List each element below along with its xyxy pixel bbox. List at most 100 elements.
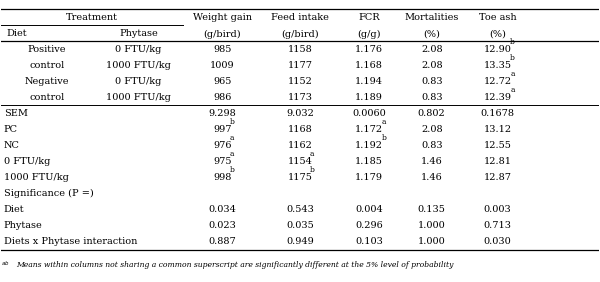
Text: (%): (%) (423, 29, 440, 38)
Text: 2.08: 2.08 (421, 45, 443, 54)
Text: Means within columns not sharing a common superscript are significantly differen: Means within columns not sharing a commo… (16, 261, 453, 269)
Text: Diet: Diet (7, 29, 28, 38)
Text: a: a (510, 70, 515, 78)
Text: 1.46: 1.46 (421, 173, 443, 182)
Text: $^{ab}$: $^{ab}$ (1, 261, 9, 270)
Text: 0 FTU/kg: 0 FTU/kg (115, 77, 161, 86)
Text: Toe ash: Toe ash (479, 14, 517, 23)
Text: 1.194: 1.194 (355, 77, 383, 86)
Text: 0 FTU/kg: 0 FTU/kg (115, 45, 161, 54)
Text: Phytase: Phytase (4, 221, 43, 230)
Text: 1175: 1175 (287, 173, 313, 182)
Text: 1.000: 1.000 (418, 221, 446, 230)
Text: 0.035: 0.035 (286, 221, 314, 230)
Text: (%): (%) (489, 29, 506, 38)
Text: 0.83: 0.83 (421, 141, 443, 150)
Text: 1.46: 1.46 (421, 157, 443, 166)
Text: (g/g): (g/g) (357, 29, 380, 39)
Text: 0.296: 0.296 (355, 221, 383, 230)
Text: 0.1678: 0.1678 (481, 109, 515, 118)
Text: 13.35: 13.35 (484, 61, 512, 70)
Text: 1.192: 1.192 (355, 141, 383, 150)
Text: 998: 998 (213, 173, 232, 182)
Text: b: b (510, 38, 515, 46)
Text: Diets x Phytase interaction: Diets x Phytase interaction (4, 237, 137, 246)
Text: SEM: SEM (4, 109, 28, 118)
Text: 0.030: 0.030 (484, 237, 511, 246)
Text: (g/bird): (g/bird) (203, 29, 241, 39)
Text: control: control (29, 61, 65, 70)
Text: 2.08: 2.08 (421, 61, 443, 70)
Text: 12.90: 12.90 (484, 45, 511, 54)
Text: 2.08: 2.08 (421, 125, 443, 134)
Text: b: b (230, 118, 235, 126)
Text: Negative: Negative (25, 77, 70, 86)
Text: 1.000: 1.000 (418, 237, 446, 246)
Text: 12.55: 12.55 (484, 141, 511, 150)
Text: PC: PC (4, 125, 17, 134)
Text: 1.189: 1.189 (355, 93, 383, 102)
Text: FCR: FCR (358, 14, 380, 23)
Text: 12.87: 12.87 (484, 173, 512, 182)
Text: 1.168: 1.168 (355, 61, 383, 70)
Text: 1000 FTU/kg: 1000 FTU/kg (106, 61, 171, 70)
Text: 0.543: 0.543 (286, 205, 314, 214)
Text: 1152: 1152 (287, 77, 313, 86)
Text: 1.185: 1.185 (355, 157, 383, 166)
Text: a: a (382, 118, 386, 126)
Text: 986: 986 (213, 93, 232, 102)
Text: 1154: 1154 (287, 157, 313, 166)
Text: 1.179: 1.179 (355, 173, 383, 182)
Text: b: b (310, 166, 315, 175)
Text: 997: 997 (213, 125, 232, 134)
Text: 0.135: 0.135 (418, 205, 446, 214)
Text: 1158: 1158 (287, 45, 313, 54)
Text: 0.003: 0.003 (484, 205, 511, 214)
Text: Weight gain: Weight gain (193, 14, 251, 23)
Text: 9.032: 9.032 (286, 109, 314, 118)
Text: 1.172: 1.172 (355, 125, 383, 134)
Text: 0.713: 0.713 (484, 221, 512, 230)
Text: NC: NC (4, 141, 20, 150)
Text: 0.034: 0.034 (208, 205, 236, 214)
Text: 985: 985 (213, 45, 232, 54)
Text: b: b (382, 135, 386, 142)
Text: 1173: 1173 (287, 93, 313, 102)
Text: 0.949: 0.949 (286, 237, 314, 246)
Text: Diet: Diet (4, 205, 25, 214)
Text: b: b (230, 166, 235, 175)
Text: 1.176: 1.176 (355, 45, 383, 54)
Text: a: a (230, 135, 234, 142)
Text: 0.887: 0.887 (208, 237, 236, 246)
Text: 0.802: 0.802 (418, 109, 446, 118)
Text: 1000 FTU/kg: 1000 FTU/kg (4, 173, 68, 182)
Text: 12.39: 12.39 (484, 93, 512, 102)
Text: 0.83: 0.83 (421, 93, 443, 102)
Text: Treatment: Treatment (66, 14, 118, 23)
Text: control: control (29, 93, 65, 102)
Text: (g/bird): (g/bird) (281, 29, 319, 39)
Text: Mortalities: Mortalities (404, 14, 459, 23)
Text: 976: 976 (213, 141, 232, 150)
Text: 1000 FTU/kg: 1000 FTU/kg (106, 93, 171, 102)
Text: Feed intake: Feed intake (271, 14, 329, 23)
Text: 975: 975 (213, 157, 232, 166)
Text: 1162: 1162 (287, 141, 313, 150)
Text: 13.12: 13.12 (484, 125, 512, 134)
Text: 0.103: 0.103 (355, 237, 383, 246)
Text: 0 FTU/kg: 0 FTU/kg (4, 157, 50, 166)
Text: 1177: 1177 (287, 61, 313, 70)
Text: a: a (510, 86, 515, 94)
Text: 965: 965 (213, 77, 232, 86)
Text: Significance (P =): Significance (P =) (4, 189, 94, 198)
Text: 0.023: 0.023 (208, 221, 236, 230)
Text: 9.298: 9.298 (208, 109, 236, 118)
Text: 12.81: 12.81 (484, 157, 512, 166)
Text: Positive: Positive (28, 45, 67, 54)
Text: 0.004: 0.004 (355, 205, 383, 214)
Text: 12.72: 12.72 (484, 77, 512, 86)
Text: Phytase: Phytase (119, 29, 158, 38)
Text: a: a (230, 150, 234, 158)
Text: b: b (510, 54, 515, 62)
Text: a: a (310, 150, 314, 158)
